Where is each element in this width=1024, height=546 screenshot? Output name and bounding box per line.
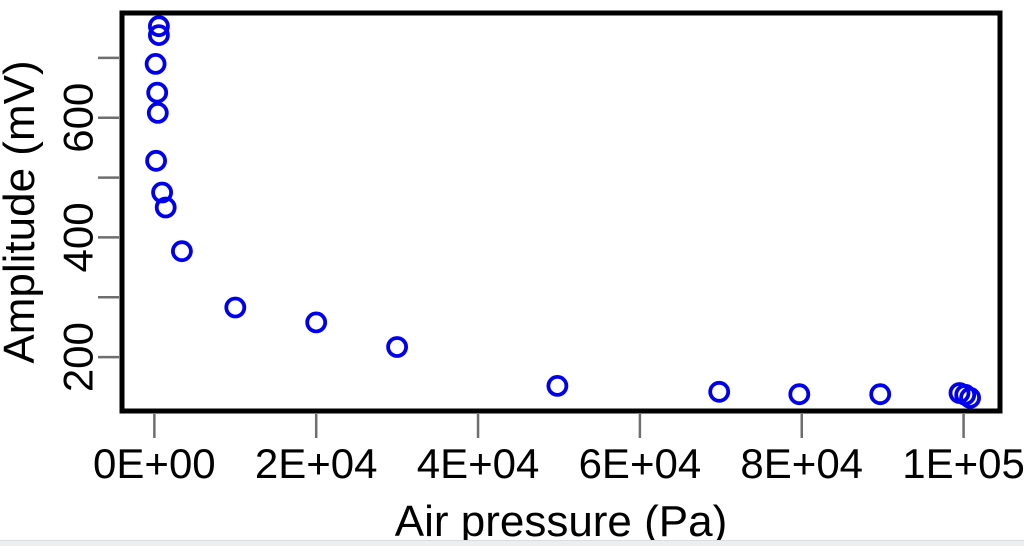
x-tick-label-2E+04: 2E+04 [255, 440, 378, 487]
data-point [788, 383, 811, 406]
data-point [959, 386, 981, 409]
data-point [146, 81, 169, 104]
y-tick-label-600: 600 [55, 83, 102, 153]
data-point [224, 296, 247, 319]
y-tick-label-200: 200 [55, 322, 102, 392]
data-point [147, 15, 170, 38]
y-axis-label: Amplitude (mV) [0, 60, 44, 363]
x-axis-ticks: 0E+00 2E+04 4E+04 6E+04 8E+04 1E+05 [93, 414, 1024, 487]
data-point [151, 181, 174, 204]
plot-border [119, 10, 1003, 414]
data-point [144, 53, 167, 75]
x-axis-label: Air pressure (Pa) [395, 497, 728, 546]
window-edge-strip [0, 540, 1024, 546]
data-point [170, 240, 193, 263]
y-tick-label-400: 400 [55, 202, 102, 272]
x-tick-label-8E+04: 8E+04 [740, 440, 863, 487]
data-point [546, 374, 569, 397]
y-axis-ticks: 200 400 600 [55, 56, 119, 392]
data-point [147, 24, 170, 46]
x-tick-label-6E+04: 6E+04 [579, 440, 702, 487]
x-tick-label-1E+05: 1E+05 [902, 440, 1024, 487]
data-point [708, 380, 731, 403]
data-point [154, 196, 177, 219]
data-point [386, 336, 409, 358]
x-tick-label-0E+00: 0E+00 [93, 440, 216, 487]
data-point [145, 149, 168, 172]
x-tick-label-4E+04: 4E+04 [417, 440, 540, 487]
data-point [146, 102, 169, 124]
data-points [144, 15, 981, 409]
data-point [305, 311, 328, 334]
data-point [869, 383, 892, 406]
